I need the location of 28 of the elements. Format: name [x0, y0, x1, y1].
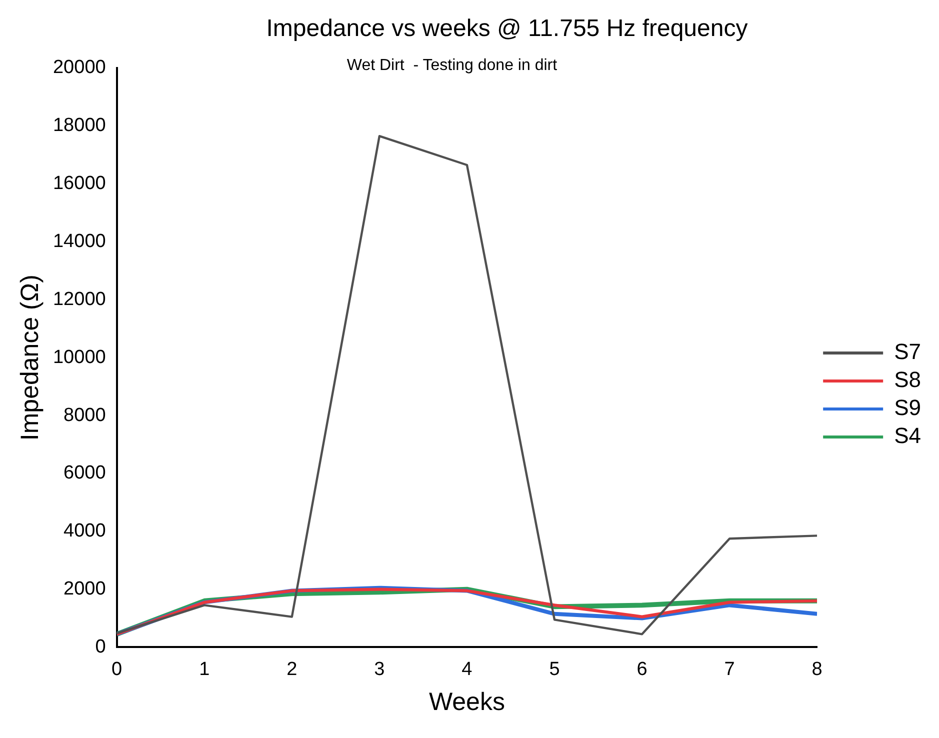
y-tick-label: 2000: [64, 578, 106, 600]
x-tick-label: 7: [724, 658, 735, 680]
y-axis-title: Impedance (Ω): [16, 274, 44, 441]
x-tick-label: 4: [462, 658, 473, 680]
legend-label: S8: [894, 367, 922, 392]
x-axis-title: Weeks: [428, 688, 505, 716]
y-tick-label: 16000: [52, 173, 106, 194]
legend-label: S9: [894, 395, 922, 420]
y-tick-label: 0: [95, 636, 106, 658]
x-tick-label: 0: [112, 658, 122, 680]
y-tick-label: 20000: [52, 57, 106, 78]
x-tick-label: 3: [374, 658, 385, 680]
x-tick-label: 1: [199, 658, 210, 680]
y-tick-label: 10000: [52, 346, 106, 368]
x-tick-label: 5: [549, 658, 560, 680]
x-tick-label: 2: [286, 658, 298, 680]
y-tick-label: 12000: [52, 288, 106, 310]
chart-title: Impedance vs weeks @ 11.755 Hz frequency: [266, 15, 748, 42]
y-tick-label: 18000: [52, 115, 106, 136]
y-tick-label: 14000: [52, 230, 106, 252]
x-tick-label: 6: [636, 658, 648, 680]
legend-label: S4: [894, 423, 922, 448]
legend-label: S7: [894, 339, 922, 364]
x-tick-label: 8: [812, 658, 822, 680]
y-tick-label: 8000: [64, 404, 106, 426]
y-tick-label: 4000: [64, 520, 106, 542]
y-tick-label: 6000: [64, 462, 106, 484]
chart-subtitle: Wet Dirt - Testing done in dirt: [346, 57, 558, 74]
